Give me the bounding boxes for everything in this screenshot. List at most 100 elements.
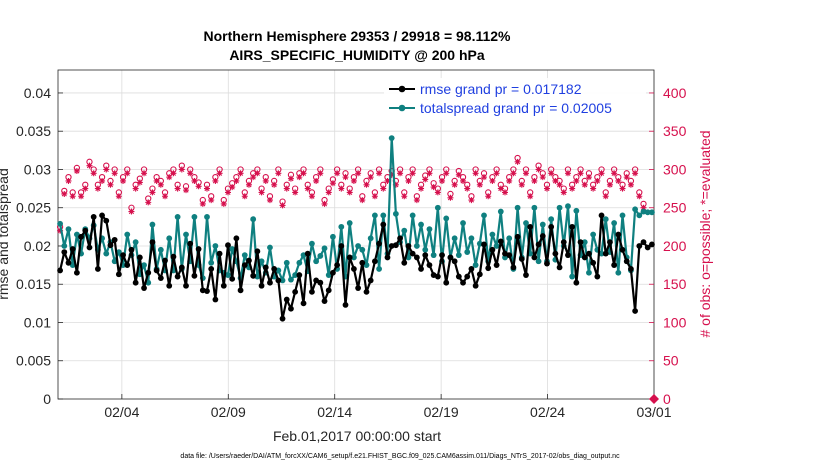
- legend-rmse-label: rmse grand pr = 0.017182: [420, 81, 582, 97]
- obs-evaluated-point: [590, 185, 597, 192]
- rmse-point: [376, 240, 382, 247]
- obs-evaluated-point: [413, 197, 420, 204]
- totalspread-point: [388, 135, 395, 141]
- obs-evaluated-point: [111, 170, 118, 177]
- rmse-point: [485, 265, 492, 272]
- totalspread-point: [636, 212, 643, 219]
- rmse-series: [57, 212, 655, 322]
- totalspread-point: [464, 249, 471, 255]
- obs-evaluated-series: [57, 158, 647, 234]
- obs-evaluated-point: [460, 177, 467, 184]
- totalspread-point: [376, 266, 382, 272]
- obs-evaluated-point: [300, 170, 307, 177]
- rmse-point: [334, 262, 341, 269]
- obs-evaluated-point: [153, 177, 160, 184]
- rmse-point: [464, 273, 471, 280]
- obs-evaluated-point: [212, 177, 219, 184]
- rmse-line: [59, 214, 653, 320]
- obs-evaluated-point: [560, 189, 567, 196]
- totalspread-point: [649, 209, 655, 216]
- obs-evaluated-point: [569, 185, 576, 192]
- obs-evaluated-point: [145, 199, 152, 206]
- rmse-point: [367, 277, 374, 284]
- obs-evaluated-point: [245, 181, 252, 188]
- obs-evaluated-point: [204, 185, 210, 192]
- rmse-point: [418, 266, 424, 272]
- x-tick-label: 02/04: [104, 404, 139, 420]
- rmse-point: [523, 272, 529, 278]
- totalspread-point: [166, 235, 173, 242]
- rmse-point: [439, 252, 445, 259]
- totalspread-point: [225, 272, 231, 278]
- obs-evaluated-point: [476, 181, 483, 188]
- obs-evaluated-point: [237, 170, 244, 177]
- totalspread-point: [321, 245, 328, 252]
- rmse-point: [565, 252, 571, 259]
- rmse-point: [216, 250, 223, 257]
- rmse-point: [451, 258, 458, 265]
- y-left-tick-label: 0.01: [24, 314, 51, 330]
- rmse-point: [447, 254, 454, 261]
- y-axis-right-ticks: 0 50 100 150 200 250 300 350 400: [649, 85, 687, 407]
- rmse-point: [514, 233, 521, 240]
- obs-evaluated-point: [115, 193, 122, 200]
- totalspread-point: [514, 204, 521, 211]
- totalspread-point: [539, 221, 546, 228]
- obs-evaluated-point: [82, 185, 89, 192]
- x-tick-label: 02/09: [211, 404, 246, 420]
- rmse-point: [115, 271, 122, 278]
- rmse-point: [409, 250, 416, 257]
- obs-evaluated-point: [392, 181, 399, 188]
- totalspread-point: [573, 207, 580, 214]
- rmse-point: [363, 288, 370, 295]
- obs-evaluated-point: [539, 174, 546, 181]
- rmse-point: [128, 246, 135, 253]
- rmse-point: [124, 262, 131, 269]
- obs-evaluated-point: [489, 177, 496, 184]
- obs-evaluated-point: [296, 174, 303, 181]
- obs-evaluated-point: [514, 158, 521, 165]
- y-left-tick-label: 0.015: [16, 276, 51, 292]
- totalspread-point: [443, 215, 450, 222]
- rmse-point: [241, 262, 248, 269]
- obs-evaluated-point: [447, 194, 454, 201]
- rmse-point: [94, 266, 101, 272]
- rmse-point: [413, 254, 420, 261]
- totalspread-point: [598, 250, 605, 257]
- data-file-footnote: data file: /Users/raeder/DAI/ATM_forcXX/…: [180, 453, 620, 460]
- rmse-point: [581, 254, 588, 261]
- totalspread-point: [401, 227, 408, 234]
- totalspread-point: [204, 214, 210, 220]
- rmse-point: [65, 259, 72, 266]
- y-axis-left-label: rmse and totalspread: [0, 168, 11, 300]
- rmse-point: [325, 287, 332, 294]
- totalspread-point: [497, 208, 504, 215]
- x-tick-label: 02/14: [317, 404, 352, 420]
- totalspread-point: [267, 244, 273, 251]
- obs-evaluated-point: [86, 162, 93, 169]
- rmse-point: [355, 285, 361, 291]
- obs-evaluated-point: [99, 177, 106, 184]
- rmse-point: [619, 246, 626, 253]
- obs-evaluated-point: [103, 166, 110, 173]
- totalspread-point: [422, 246, 429, 253]
- obs-evaluated-point: [334, 170, 341, 177]
- obs-evaluated-point: [602, 193, 609, 200]
- rmse-point: [632, 308, 639, 314]
- obs-evaluated-point: [640, 204, 647, 211]
- rmse-point: [103, 217, 110, 224]
- rmse-point: [174, 273, 181, 280]
- rmse-point: [359, 259, 366, 266]
- obs-evaluated-point: [128, 208, 135, 215]
- totalspread-point: [413, 243, 420, 249]
- obs-evaluated-point: [78, 193, 85, 200]
- totalspread-point: [292, 272, 299, 278]
- obs-evaluated-point: [451, 181, 458, 188]
- rmse-point: [288, 305, 294, 312]
- obs-evaluated-point: [174, 185, 181, 192]
- rmse-point: [304, 250, 311, 257]
- totalspread-point: [531, 204, 538, 211]
- totalspread-point: [632, 206, 639, 213]
- totalspread-point: [380, 212, 387, 219]
- totalspread-point: [489, 231, 496, 238]
